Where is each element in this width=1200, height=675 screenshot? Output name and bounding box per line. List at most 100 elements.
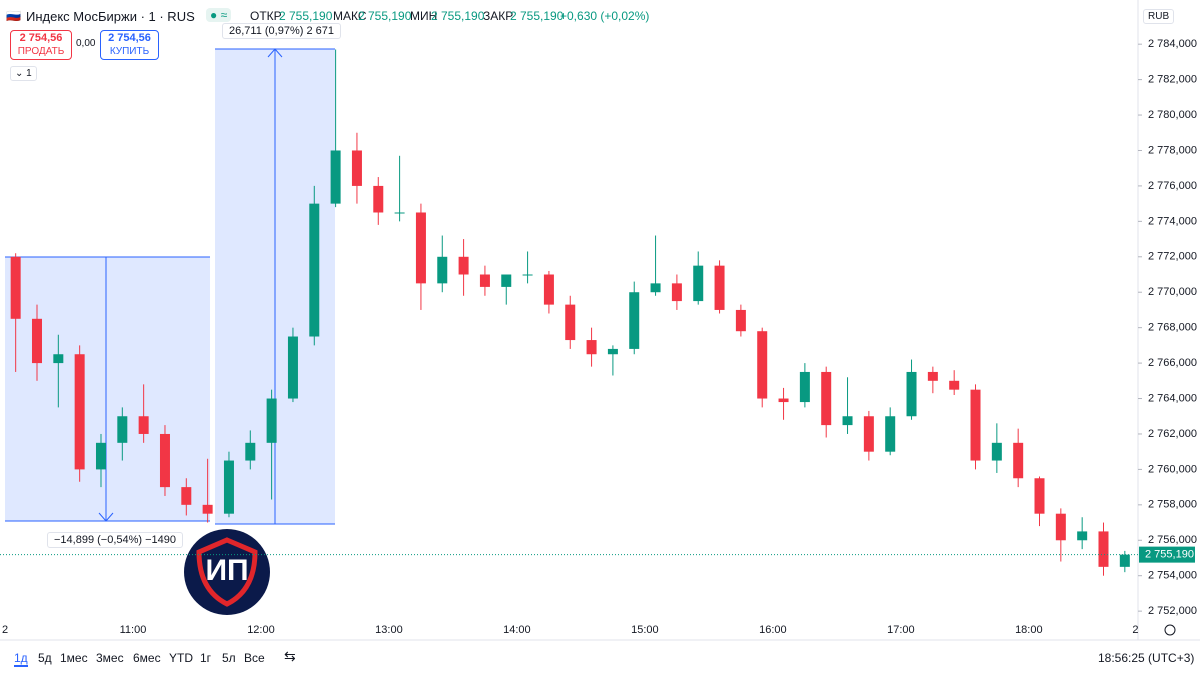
- measure-down: −14,899 (−0,54%) −1490: [47, 532, 184, 548]
- logo-text: ИП: [205, 554, 248, 587]
- candle-body: [479, 274, 490, 287]
- candle-body: [394, 212, 405, 214]
- currency[interactable]: RUB: [1143, 9, 1175, 24]
- range-button[interactable]: 1г: [200, 651, 212, 665]
- candle-body: [757, 331, 768, 399]
- x-tick-label: 2: [1132, 624, 1138, 636]
- y-tick-label: 2 760,000: [1148, 463, 1197, 475]
- x-tick-label: 2: [2, 624, 8, 636]
- candle-body: [949, 380, 960, 390]
- x-tick-label: 17:00: [887, 624, 915, 636]
- y-tick-label: 2 762,000: [1148, 428, 1197, 440]
- range-button[interactable]: 3мес: [96, 651, 124, 665]
- y-tick-label: 2 776,000: [1148, 180, 1197, 192]
- range-box: [5, 257, 210, 521]
- candle-body: [650, 283, 661, 293]
- y-tick-label: 2 772,000: [1148, 251, 1197, 263]
- candle-body: [543, 274, 554, 305]
- range-button[interactable]: 5л: [222, 651, 236, 665]
- candle-body: [10, 256, 21, 319]
- x-tick-label: 11:00: [120, 624, 147, 636]
- x-tick-label: 13:00: [375, 624, 403, 636]
- close-label: ЗАКР: [483, 9, 514, 23]
- close: 2 755,190: [510, 9, 564, 23]
- symbol: Индекс МосБиржи · 1 · RUS: [26, 9, 195, 24]
- candle-body: [223, 460, 234, 514]
- candle-body: [906, 371, 917, 417]
- candle-body: [991, 442, 1002, 461]
- candle-body: [693, 265, 704, 302]
- candle-body: [1013, 442, 1024, 479]
- candle-body: [735, 309, 746, 332]
- range-button[interactable]: 1мес: [60, 651, 88, 665]
- candle-body: [458, 256, 469, 275]
- range-button[interactable]: 1д: [14, 651, 28, 667]
- last-price-label: 2 755,190: [1145, 549, 1194, 561]
- y-tick-label: 2 764,000: [1148, 392, 1197, 404]
- candle-body: [415, 212, 426, 284]
- candle-body: [74, 354, 85, 470]
- range-button[interactable]: Все: [244, 651, 265, 665]
- candle-body: [885, 416, 896, 452]
- replay-icon[interactable]: ⇆: [284, 648, 296, 664]
- candle-body: [159, 433, 170, 488]
- x-tick-label: 15:00: [631, 624, 659, 636]
- candle-body: [1119, 554, 1130, 567]
- candle-body: [373, 185, 384, 213]
- arrow-head: [267, 48, 283, 58]
- candle-body: [522, 274, 533, 276]
- change: +0,630 (+0,02%): [560, 9, 650, 23]
- candle-body: [31, 318, 42, 364]
- candle-body: [351, 150, 362, 186]
- candle-body: [1034, 478, 1045, 514]
- low-label: МИН: [410, 9, 438, 23]
- spread: 0,00: [76, 38, 96, 49]
- buy-button[interactable]: 2 754,56 КУПИТЬ: [100, 30, 159, 60]
- candle-body: [287, 336, 298, 399]
- candle-body: [117, 416, 128, 443]
- range-button[interactable]: 6мес: [133, 651, 161, 665]
- high: 2 755,190: [358, 9, 412, 23]
- x-tick-label: 12:00: [247, 624, 275, 636]
- low: 2 755,190: [431, 9, 485, 23]
- y-tick-label: 2 758,000: [1148, 499, 1197, 511]
- candle-body: [202, 504, 213, 514]
- candle-body: [821, 371, 832, 426]
- candle-body: [181, 487, 192, 505]
- y-tick-label: 2 780,000: [1148, 109, 1197, 121]
- open: 2 755,190: [279, 9, 333, 23]
- candle-body: [565, 304, 576, 341]
- y-tick-label: 2 770,000: [1148, 286, 1197, 298]
- y-tick-label: 2 754,000: [1148, 570, 1197, 582]
- x-tick-label: 18:00: [1015, 624, 1043, 636]
- x-tick-label: 14:00: [503, 624, 531, 636]
- candle-body: [1055, 513, 1066, 541]
- y-tick-label: 2 766,000: [1148, 357, 1197, 369]
- flag: 🇷🇺: [6, 9, 21, 23]
- clock: 18:56:25 (UTC+3): [1098, 651, 1195, 665]
- y-tick-label: 2 782,000: [1148, 74, 1197, 86]
- buy-price: 2 754,56: [108, 32, 151, 44]
- last-price-tag: [1139, 546, 1195, 563]
- range-button[interactable]: YTD: [169, 651, 193, 665]
- candle-body: [309, 203, 320, 337]
- logo-shield: [196, 537, 258, 607]
- candle-body: [714, 265, 725, 310]
- candle-body: [778, 398, 789, 403]
- measure-up: 26,711 (0,97%) 2 671: [222, 23, 341, 39]
- y-tick-label: 2 756,000: [1148, 534, 1197, 546]
- range-button[interactable]: 5д: [38, 651, 52, 665]
- y-tick-label: 2 768,000: [1148, 322, 1197, 334]
- candle-body: [842, 416, 853, 426]
- settings-icon[interactable]: [1164, 624, 1176, 636]
- candle-body: [95, 442, 106, 470]
- candle-body: [138, 416, 149, 434]
- candle-body: [1077, 531, 1088, 541]
- buy-label: КУПИТЬ: [109, 46, 150, 57]
- status[interactable]: ● ≈: [206, 8, 232, 22]
- candle-body: [501, 274, 512, 287]
- sell-button[interactable]: 2 754,56 ПРОДАТЬ: [10, 30, 72, 60]
- candle-body: [629, 292, 640, 349]
- interval[interactable]: ⌄ 1: [10, 66, 37, 81]
